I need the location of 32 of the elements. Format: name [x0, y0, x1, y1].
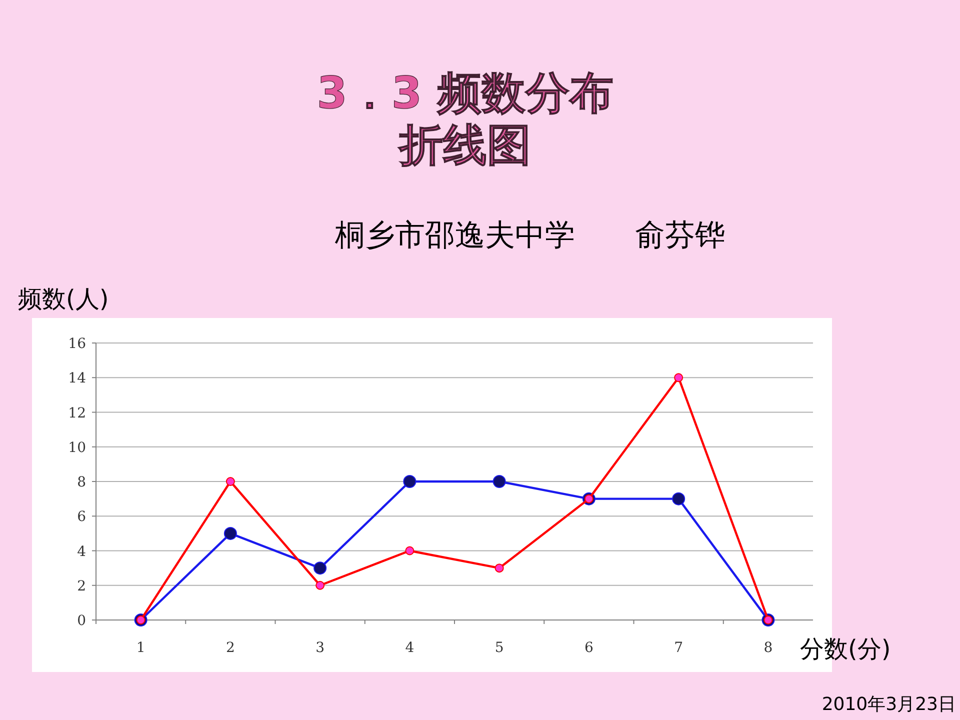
x-tick-label: 3 — [316, 640, 325, 656]
point — [405, 546, 414, 556]
y-tick-label: 14 — [68, 370, 86, 387]
x-tick-label: 5 — [494, 640, 504, 656]
x-tick-label: 6 — [584, 640, 594, 656]
point — [314, 562, 327, 575]
y-tick-label: 10 — [68, 440, 86, 456]
point — [494, 564, 504, 573]
y-tick-label: 16 — [68, 336, 86, 352]
y-tick-label: 8 — [77, 474, 86, 490]
x-tick-label: 8 — [764, 640, 773, 656]
point — [492, 475, 506, 488]
text: 2010年3月23日 — [822, 694, 956, 715]
point — [672, 492, 686, 506]
x-tick-label: 7 — [674, 640, 684, 656]
chart-subtitle: 桐乡市邵逸夫中学 俞芬铧 — [334, 218, 725, 253]
y-tick-label: 2 — [77, 578, 86, 594]
y-tick-label: 4 — [77, 544, 86, 560]
point — [224, 526, 237, 540]
title: 3．3 频数分布折线图 — [316, 68, 614, 171]
y-tick-label: 0 — [77, 613, 86, 629]
x-axis-title: 分数(分) — [800, 635, 891, 663]
y-tick-label: 12 — [68, 405, 86, 422]
point — [316, 580, 325, 590]
point — [674, 373, 684, 382]
x-tick-label: 2 — [226, 640, 235, 656]
point — [226, 477, 235, 486]
y-axis-title: 频数(人) — [18, 285, 109, 313]
y-tick-label: 6 — [77, 509, 86, 526]
x-tick-label: 1 — [136, 640, 146, 656]
point — [403, 475, 416, 488]
x-tick-label: 4 — [405, 640, 414, 656]
